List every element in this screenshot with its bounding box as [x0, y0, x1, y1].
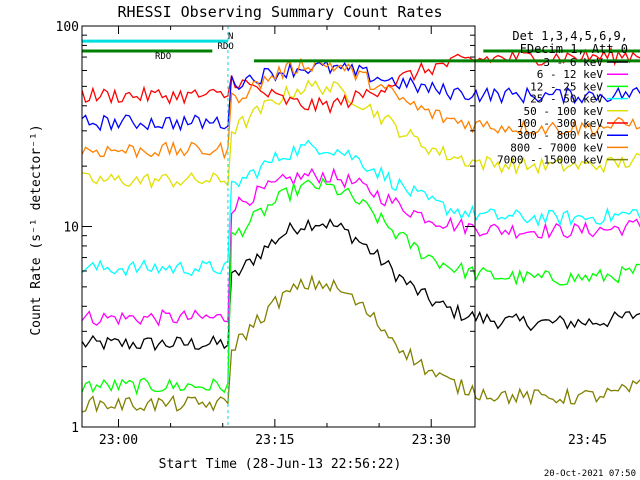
series-line-7 — [81, 59, 640, 132]
legend-entry-label: 50 - 100 keV — [524, 105, 604, 118]
series-line-5 — [81, 79, 640, 190]
plot-frame: 23:0023:1523:3023:4500:0000:1500:3011010… — [56, 20, 608, 448]
x-axis-label: Start Time (28-Jun-13 22:56:22) — [159, 457, 402, 472]
legend-entry-label: 7000 - 15000 keV — [497, 154, 603, 167]
series-line-4 — [81, 139, 640, 277]
y-tick-label: 10 — [63, 221, 79, 236]
annotation-3: N — [228, 32, 233, 42]
x-tick-label: 23:15 — [255, 433, 294, 448]
legend-entry-label: 25 - 50 keV — [530, 93, 603, 106]
legend-entry-label: 3 - 6 keV — [543, 56, 603, 69]
y-axis-label: Count Rate (s⁻¹ detector⁻¹) — [29, 124, 44, 335]
x-tick-label: 23:45 — [568, 433, 607, 448]
x-tick-label: 23:00 — [99, 433, 138, 448]
legend-header: FDecim 1, Att 0 — [520, 42, 628, 56]
annotation-2: RDO — [155, 52, 171, 62]
series-line-2 — [81, 167, 640, 327]
legend: Det 1,3,4,5,6,9,FDecim 1, Att 03 - 6 keV… — [497, 29, 628, 167]
annotation-1: RDO — [218, 42, 234, 52]
legend-header: Det 1,3,4,5,6,9, — [512, 29, 628, 43]
y-tick-label: 1 — [71, 421, 79, 436]
legend-entry-label: 300 - 800 keV — [517, 129, 603, 142]
series-line-1 — [81, 218, 640, 352]
legend-entry-label: 6 - 12 keV — [537, 68, 604, 81]
series-line-9 — [81, 274, 640, 413]
legend-entry-label: 12 - 25 keV — [530, 80, 603, 93]
legend-entry-label: 800 - 7000 keV — [510, 141, 603, 154]
series-layer — [81, 46, 640, 413]
series-line-8 — [81, 57, 640, 160]
legend-entry-label: 100 - 300 keV — [517, 117, 603, 130]
y-tick-label: 100 — [56, 20, 79, 35]
timestamp: 20-Oct-2021 07:50 — [544, 469, 636, 479]
series-line-3 — [81, 177, 640, 396]
chart-title: RHESSI Observing Summary Count Rates — [117, 3, 442, 21]
x-tick-label: 23:30 — [412, 433, 451, 448]
